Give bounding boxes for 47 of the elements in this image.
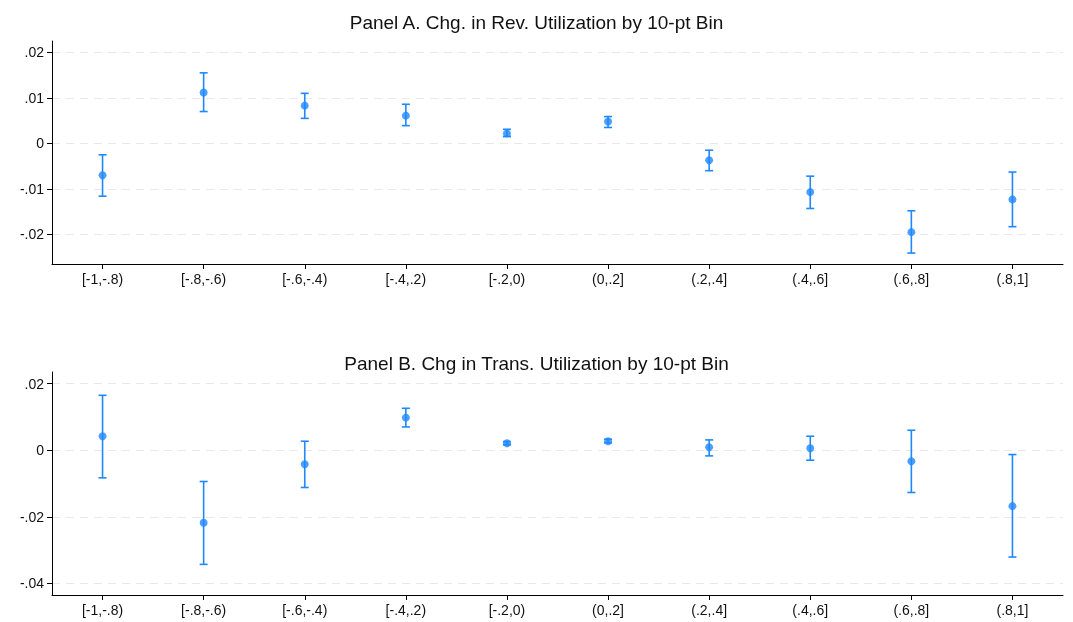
point [1008, 502, 1017, 511]
y-tick-label: -.04 [19, 575, 45, 592]
x-tick-label: [-.8,-.6) [181, 271, 227, 287]
x-tick-label: (.8,1] [996, 271, 1029, 287]
point [1008, 195, 1017, 204]
x-tick-label: (.2,.4] [691, 602, 728, 618]
point [401, 111, 410, 120]
point [705, 156, 714, 165]
x-tick-label: (.6,.8] [893, 271, 930, 287]
x-tick-label: [-.4,.2) [385, 602, 427, 618]
x-tick-label: [-.8,-.6) [181, 602, 227, 618]
y-tick-label: .02 [24, 375, 45, 392]
x-tick-label: (.6,.8] [893, 602, 930, 618]
x-tick-label: [-1,-.8) [81, 602, 124, 618]
chart-title: Panel A. Chg. in Rev. Utilization by 10-pt Bin [349, 12, 724, 33]
y-tick-label: -.01 [19, 180, 45, 197]
y-tick-label: .02 [24, 44, 45, 61]
x-tick-label: [-.6,-.4) [282, 602, 328, 618]
y-tick-label: -.02 [19, 508, 45, 525]
x-tick-label: (.8,1] [996, 602, 1029, 618]
point [300, 101, 309, 110]
x-tick-label: (0,.2] [592, 602, 624, 618]
point [907, 228, 916, 237]
x-tick-label: (.2,.4] [691, 271, 728, 287]
y-tick-label: 0 [36, 442, 45, 459]
point [98, 171, 107, 180]
x-tick-label: (.4,.6] [792, 271, 829, 287]
x-tick-label: [-.6,-.4) [282, 271, 328, 287]
y-tick-label: .01 [24, 89, 45, 106]
x-tick-label: [-.2,0) [488, 271, 526, 287]
x-tick-label: [-1,-.8) [81, 271, 124, 287]
point [705, 443, 714, 452]
point [401, 413, 410, 422]
point [300, 460, 309, 469]
point [199, 518, 208, 527]
point [907, 457, 916, 466]
point [199, 88, 208, 97]
x-tick-label: [-.4,.2) [385, 271, 427, 287]
point [806, 188, 815, 197]
x-tick-label: [-.2,0) [488, 602, 526, 618]
point [806, 444, 815, 453]
y-tick-label: -.02 [19, 226, 45, 243]
x-tick-label: (.4,.6] [792, 602, 829, 618]
y-tick-label: 0 [36, 135, 45, 152]
x-tick-label: (0,.2] [592, 271, 624, 287]
point [98, 432, 107, 441]
chart-title: Panel B. Chg in Trans. Utilization by 10-pt Bin [344, 353, 729, 374]
